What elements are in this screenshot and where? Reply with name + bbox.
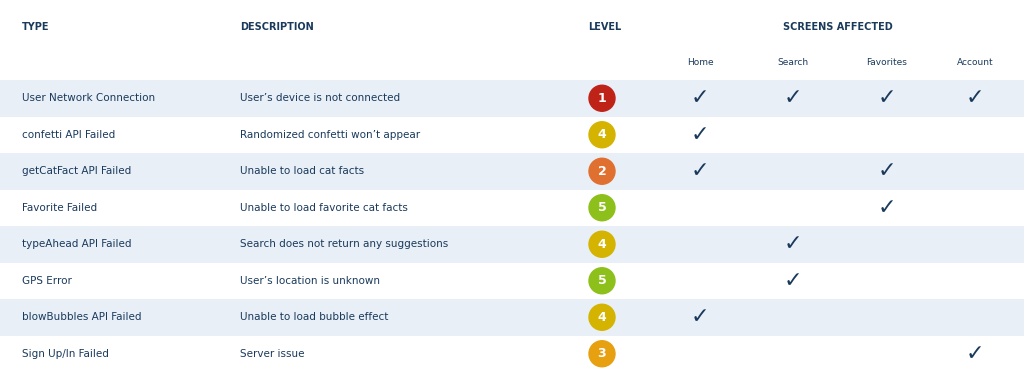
Text: 2: 2 <box>598 165 606 178</box>
Text: ✓: ✓ <box>690 88 710 108</box>
FancyBboxPatch shape <box>0 153 1024 190</box>
Text: blowBubbles API Failed: blowBubbles API Failed <box>22 312 141 322</box>
Text: ✓: ✓ <box>690 125 710 145</box>
Text: Favorite Failed: Favorite Failed <box>22 203 97 213</box>
Text: getCatFact API Failed: getCatFact API Failed <box>22 166 131 176</box>
Circle shape <box>589 195 615 221</box>
Text: Account: Account <box>956 58 993 67</box>
Text: 4: 4 <box>598 128 606 141</box>
FancyBboxPatch shape <box>0 299 1024 335</box>
Text: 1: 1 <box>598 92 606 105</box>
Text: SCREENS AFFECTED: SCREENS AFFECTED <box>782 22 892 32</box>
Text: 5: 5 <box>598 274 606 287</box>
Text: Home: Home <box>687 58 714 67</box>
FancyBboxPatch shape <box>0 190 1024 226</box>
FancyBboxPatch shape <box>0 335 1024 372</box>
Text: 4: 4 <box>598 238 606 251</box>
FancyBboxPatch shape <box>0 80 1024 116</box>
Text: Search does not return any suggestions: Search does not return any suggestions <box>240 239 449 249</box>
Circle shape <box>589 158 615 184</box>
Circle shape <box>589 231 615 257</box>
Text: ✓: ✓ <box>966 344 984 364</box>
Text: confetti API Failed: confetti API Failed <box>22 130 116 140</box>
Text: User Network Connection: User Network Connection <box>22 93 155 103</box>
Circle shape <box>589 122 615 148</box>
Circle shape <box>589 341 615 367</box>
Text: Unable to load favorite cat facts: Unable to load favorite cat facts <box>240 203 408 213</box>
Text: Sign Up/In Failed: Sign Up/In Failed <box>22 349 109 359</box>
Text: User’s location is unknown: User’s location is unknown <box>240 276 380 286</box>
FancyBboxPatch shape <box>0 263 1024 299</box>
FancyBboxPatch shape <box>0 116 1024 153</box>
Text: ✓: ✓ <box>783 271 803 291</box>
Text: LEVEL: LEVEL <box>588 22 622 32</box>
Text: Favorites: Favorites <box>866 58 907 67</box>
Circle shape <box>589 268 615 294</box>
FancyBboxPatch shape <box>0 226 1024 263</box>
Text: TYPE: TYPE <box>22 22 49 32</box>
Circle shape <box>589 304 615 330</box>
Text: Server issue: Server issue <box>240 349 304 359</box>
Text: Randomized confetti won’t appear: Randomized confetti won’t appear <box>240 130 420 140</box>
Text: 4: 4 <box>598 311 606 324</box>
Text: typeAhead API Failed: typeAhead API Failed <box>22 239 131 249</box>
Text: Unable to load bubble effect: Unable to load bubble effect <box>240 312 388 322</box>
Text: DESCRIPTION: DESCRIPTION <box>240 22 313 32</box>
Text: ✓: ✓ <box>878 161 896 181</box>
Circle shape <box>589 85 615 111</box>
Text: ✓: ✓ <box>783 234 803 254</box>
Text: ✓: ✓ <box>783 88 803 108</box>
Text: GPS Error: GPS Error <box>22 276 72 286</box>
Text: ✓: ✓ <box>878 198 896 218</box>
Text: Unable to load cat facts: Unable to load cat facts <box>240 166 365 176</box>
Text: ✓: ✓ <box>878 88 896 108</box>
Text: ✓: ✓ <box>966 88 984 108</box>
Text: ✓: ✓ <box>690 161 710 181</box>
Text: 5: 5 <box>598 201 606 214</box>
Text: User’s device is not connected: User’s device is not connected <box>240 93 400 103</box>
Text: 3: 3 <box>598 347 606 360</box>
Text: Search: Search <box>777 58 809 67</box>
Text: ✓: ✓ <box>690 307 710 327</box>
